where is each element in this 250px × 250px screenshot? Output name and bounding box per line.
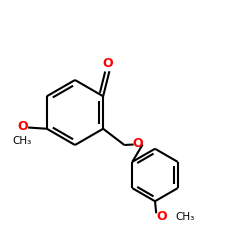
- Text: CH₃: CH₃: [12, 136, 32, 146]
- Text: CH₃: CH₃: [175, 212, 194, 222]
- Text: O: O: [156, 210, 167, 223]
- Text: O: O: [133, 137, 143, 150]
- Text: O: O: [103, 57, 114, 70]
- Text: O: O: [17, 120, 28, 133]
